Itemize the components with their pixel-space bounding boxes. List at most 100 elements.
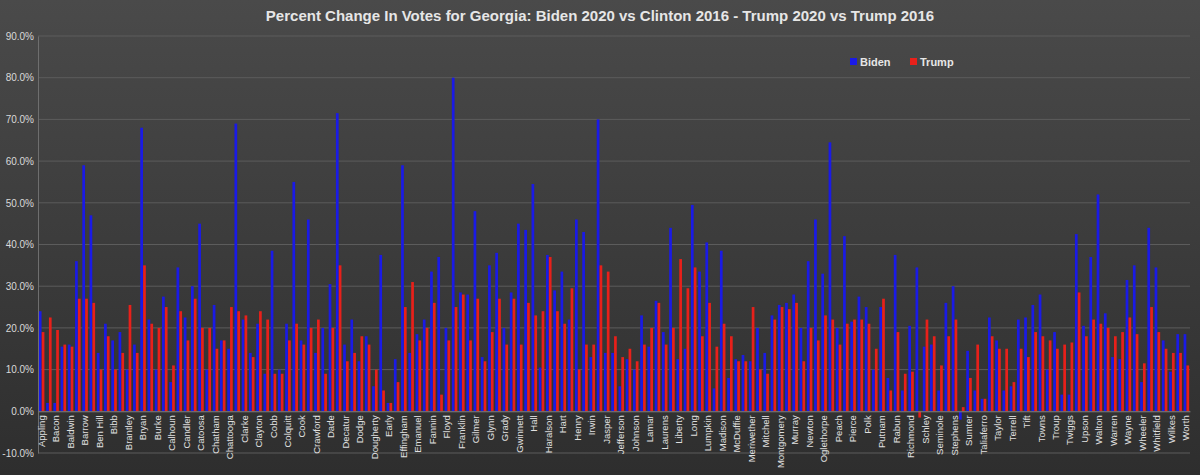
grid-line xyxy=(38,77,1190,78)
bar xyxy=(923,347,926,412)
bar xyxy=(513,299,516,412)
y-tick: 60.0% xyxy=(6,156,38,167)
x-tick: Colquitt xyxy=(282,415,293,448)
bar xyxy=(150,324,153,412)
bar xyxy=(676,359,679,411)
bar xyxy=(278,370,281,412)
bar xyxy=(684,349,687,412)
bar xyxy=(1184,334,1187,411)
x-tick: Richmond xyxy=(905,415,916,458)
bar xyxy=(360,336,363,411)
x-tick-label: Putnam xyxy=(876,415,887,448)
x-tick-label: Peach xyxy=(833,415,844,442)
bar xyxy=(263,374,266,412)
bar xyxy=(966,351,969,411)
chart: Percent Change In Votes for Georgia: Bid… xyxy=(0,0,1200,475)
y-tick-label: 90.0% xyxy=(6,31,34,42)
x-tick-label: Early xyxy=(383,415,394,437)
legend-swatch xyxy=(850,58,857,65)
x-tick-label: Colquitt xyxy=(282,415,293,448)
bar xyxy=(1126,280,1129,411)
bar xyxy=(650,328,653,411)
x-tick-label: Long xyxy=(688,415,699,436)
bars xyxy=(39,78,1189,420)
x-tick: Troup xyxy=(1050,415,1061,439)
bar xyxy=(556,311,559,411)
x-tick: Walton xyxy=(1093,415,1104,444)
bar xyxy=(821,274,824,412)
bar xyxy=(68,345,71,412)
x-tick: Haralson xyxy=(543,415,554,453)
x-tick-label: Brantley xyxy=(123,415,134,450)
bar xyxy=(466,295,469,412)
bar xyxy=(781,307,784,411)
bar xyxy=(679,259,682,411)
bar xyxy=(875,349,878,412)
x-tick: Gilmer xyxy=(470,415,481,443)
bar xyxy=(1017,320,1020,412)
bar xyxy=(148,320,151,412)
x-tick-label: Hall xyxy=(528,415,539,431)
bar xyxy=(640,315,643,411)
bar xyxy=(756,328,759,411)
bar xyxy=(476,299,479,412)
x-tick: Cobb xyxy=(268,415,279,438)
bar xyxy=(539,368,542,412)
bar xyxy=(104,324,107,412)
legend: BidenTrump xyxy=(850,56,954,68)
bar xyxy=(629,349,632,412)
x-tick-label: Troup xyxy=(1050,415,1061,439)
x-tick-label: Chatham xyxy=(210,415,221,454)
x-tick: Dade xyxy=(325,415,336,438)
bar xyxy=(107,336,110,411)
x-tick: Seminole xyxy=(934,415,945,455)
bar xyxy=(227,349,230,412)
bar xyxy=(691,205,694,411)
bar xyxy=(1013,382,1016,411)
bar xyxy=(945,303,948,411)
y-tick-label: 20.0% xyxy=(6,323,34,334)
bar xyxy=(553,290,556,411)
bar xyxy=(1089,257,1092,411)
x-tick-label: Liberty xyxy=(673,415,684,444)
x-tick-label: Fannin xyxy=(427,415,438,444)
bar xyxy=(321,328,324,411)
x-tick: Henry xyxy=(572,415,583,441)
bar xyxy=(998,349,1001,412)
bar xyxy=(394,359,397,411)
bar xyxy=(510,292,513,411)
bar xyxy=(455,307,458,411)
bar xyxy=(749,361,752,411)
bar xyxy=(1162,340,1165,411)
bar xyxy=(792,295,795,412)
bar xyxy=(503,328,506,411)
bar xyxy=(1111,357,1114,411)
bar xyxy=(1165,349,1168,412)
bar xyxy=(42,332,45,411)
bar xyxy=(61,347,64,412)
bar xyxy=(981,399,984,412)
bar xyxy=(882,299,885,412)
bar xyxy=(766,374,769,412)
bar xyxy=(1128,317,1131,411)
bar xyxy=(452,78,455,412)
bar xyxy=(1068,395,1071,412)
legend-swatch xyxy=(910,58,917,65)
x-tick-label: Taliaferro xyxy=(978,415,989,454)
x-tick: Whitfield xyxy=(1151,415,1162,451)
bar xyxy=(839,345,842,412)
bar xyxy=(469,340,472,411)
x-tick: Oglethorpe xyxy=(818,415,829,462)
x-tick-label: Richmond xyxy=(905,415,916,458)
bar xyxy=(1056,349,1059,412)
bar xyxy=(727,378,730,411)
x-tick-label: Cobb xyxy=(268,415,279,438)
x-tick: Tift xyxy=(1021,415,1032,428)
x-tick: Irwin xyxy=(586,415,597,435)
bar xyxy=(155,370,158,412)
bar xyxy=(339,265,342,411)
bar xyxy=(633,370,636,412)
x-tick: Wilkes xyxy=(1166,415,1177,443)
bar xyxy=(177,267,180,411)
bar xyxy=(336,113,339,411)
